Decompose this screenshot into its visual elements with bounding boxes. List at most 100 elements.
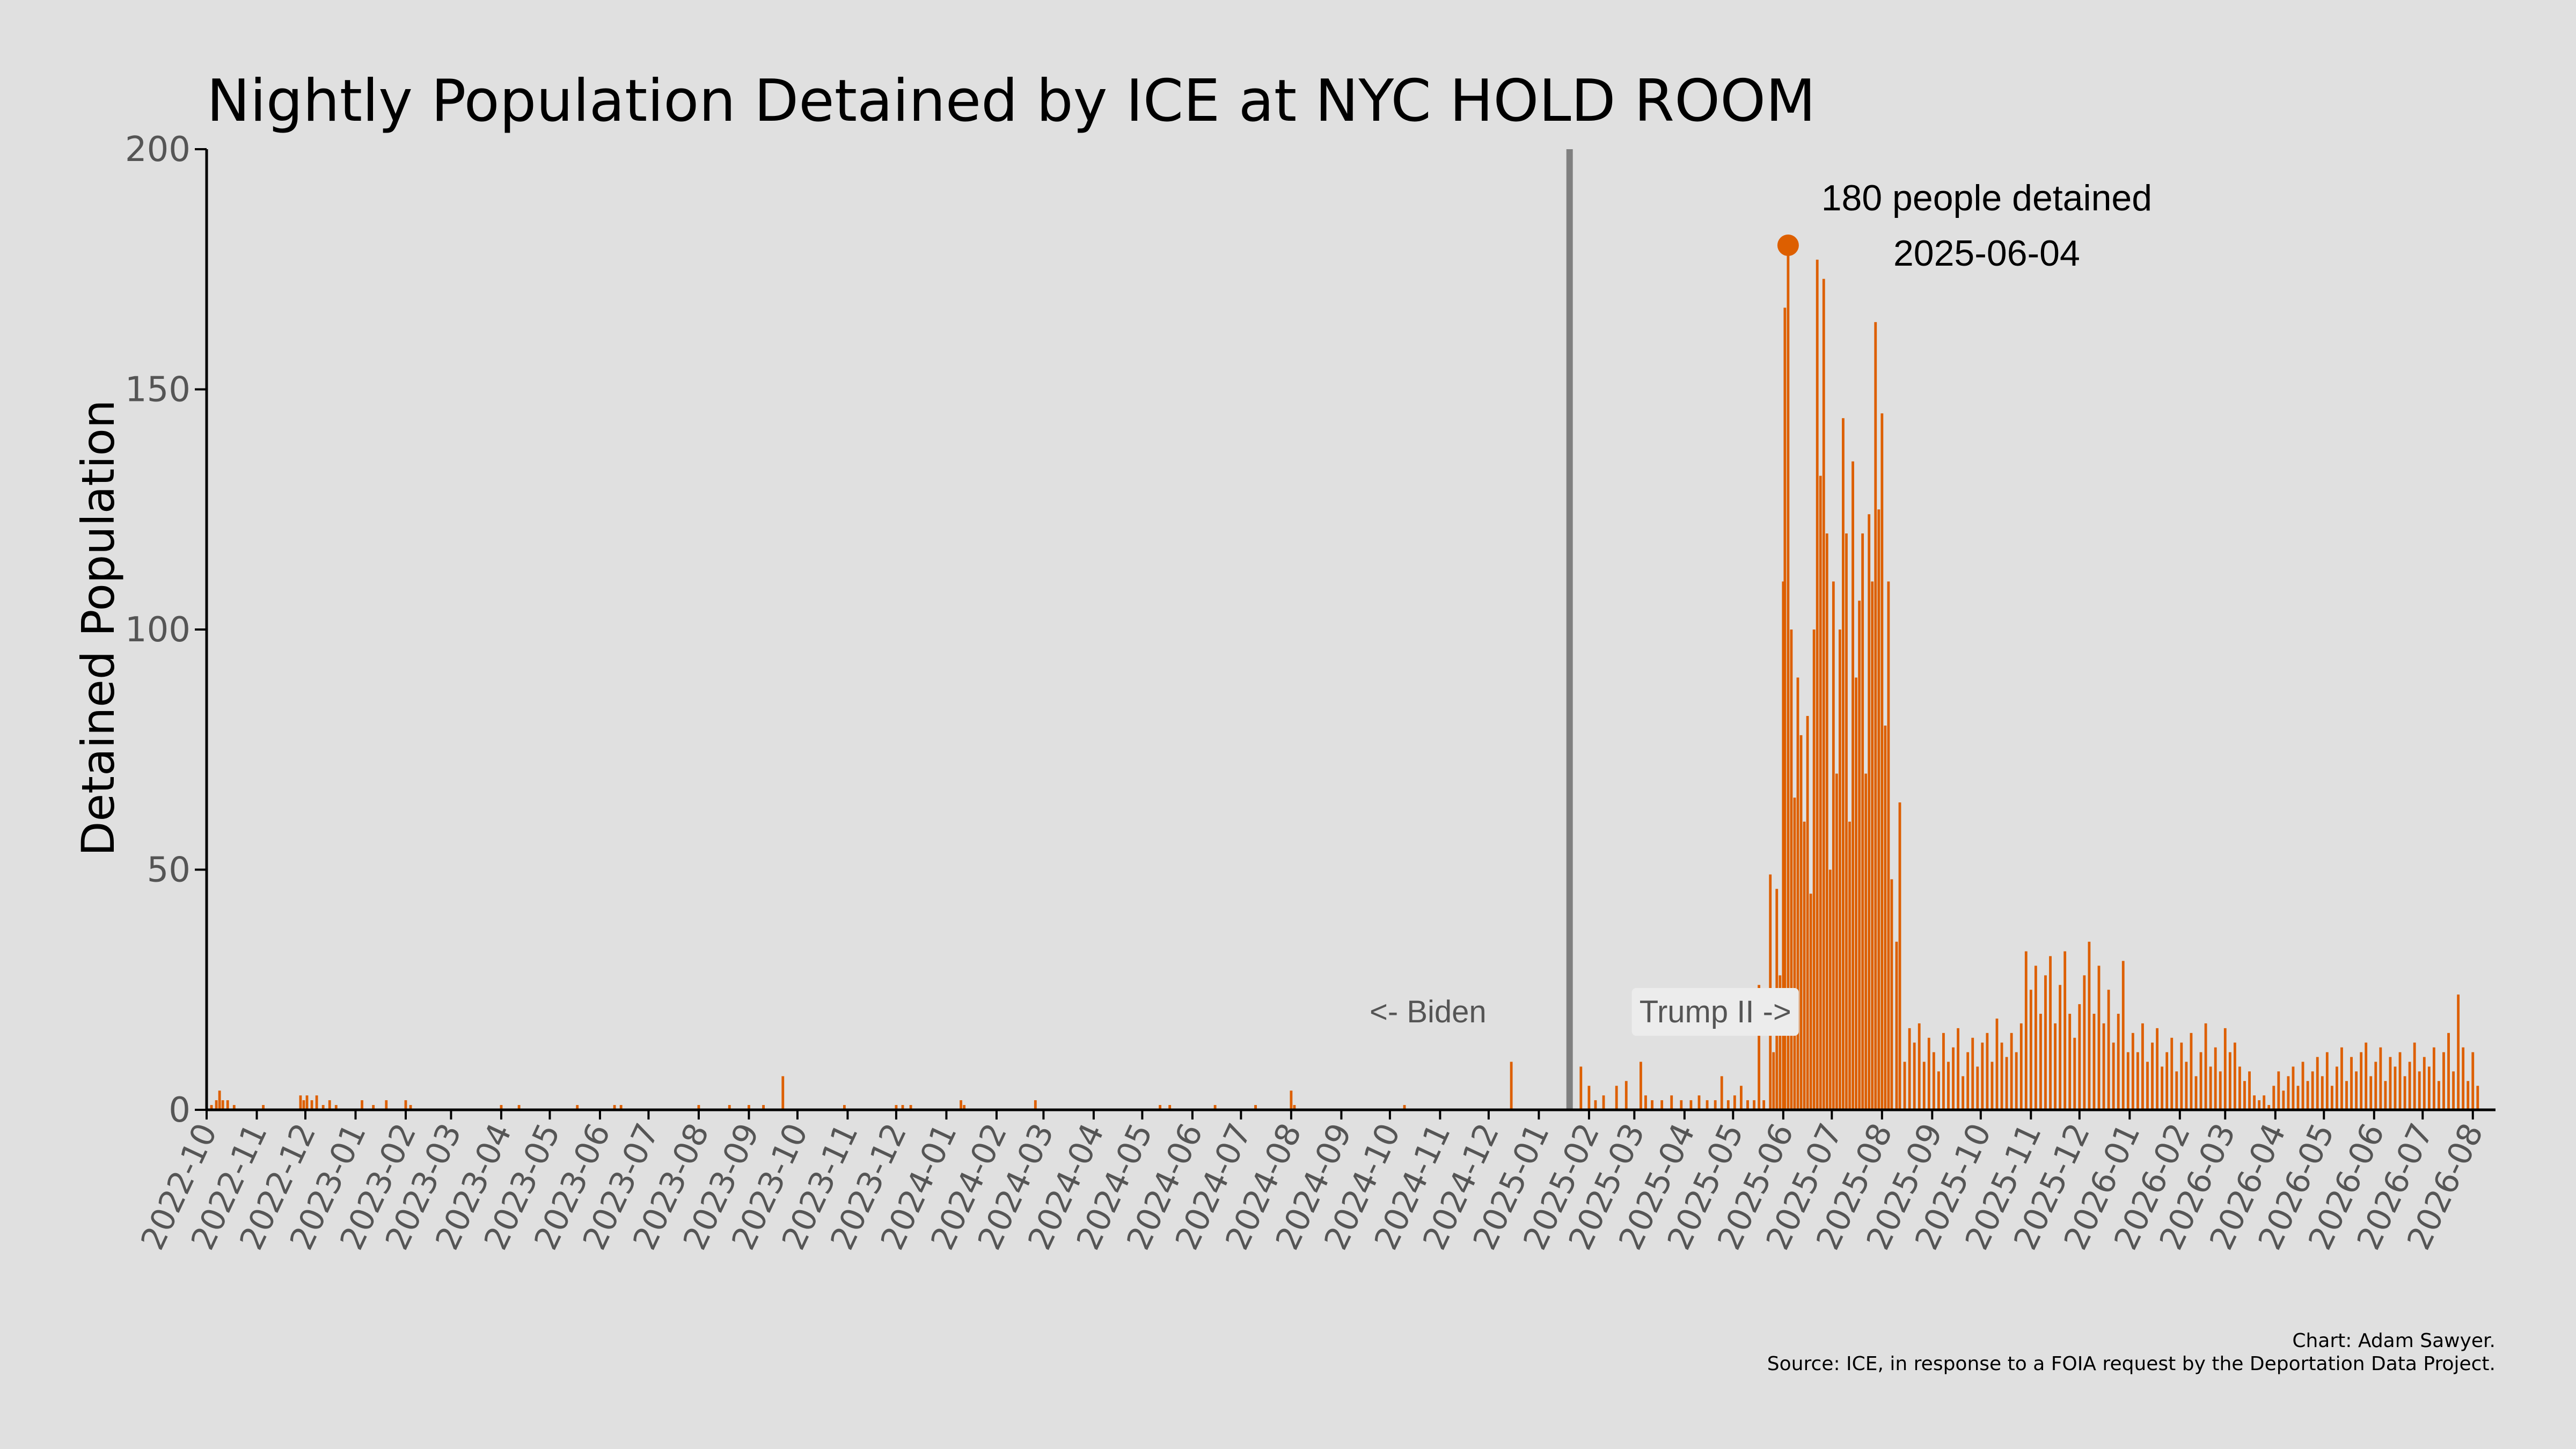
bar [1868,514,1871,1110]
bar [748,1105,750,1110]
bar [2432,1047,2435,1110]
bar [2471,1052,2475,1110]
bar [2146,1062,2149,1110]
bar [1587,1086,1591,1110]
bar [2015,1052,2018,1110]
bar [1966,1052,1970,1110]
bar [1293,1105,1296,1110]
bar [895,1105,898,1110]
bar [1168,1105,1172,1110]
bar [1746,1100,1749,1110]
bar [1809,894,1812,1110]
bar [334,1105,338,1110]
bar [2063,951,2067,1110]
chart-title: Nightly Population Detained by ICE at NY… [207,68,1816,135]
bar [1918,1023,1921,1110]
bar [963,1105,966,1110]
bar [2325,1052,2329,1110]
bar [1159,1105,1161,1110]
bar [1254,1105,1257,1110]
bar [2068,1014,2072,1110]
bar [2462,1047,2465,1110]
bar [2024,951,2028,1110]
bar [1942,1033,1945,1110]
bar [1720,1076,1723,1110]
bar [1932,1052,1935,1110]
bar [328,1100,331,1110]
bar [2365,1042,2368,1110]
y-axis-ticks: 0 50 100 150 200 [125,130,207,1130]
bar [1806,716,1809,1110]
bar [404,1100,407,1110]
bar [1714,1100,1717,1110]
bar [215,1100,218,1110]
bar [1952,1047,1955,1110]
bar [1796,677,1799,1110]
bar [2282,1091,2285,1110]
bar [210,1105,213,1110]
bar [2287,1076,2290,1110]
bar [1858,601,1861,1110]
bar [2170,1037,2174,1110]
bar [1799,735,1803,1110]
bar [2209,1066,2212,1110]
bar [1782,581,1785,1110]
bar [2034,965,2037,1110]
bar [1913,1042,1916,1110]
bar [781,1076,785,1110]
bar [2054,1023,2057,1110]
bar [2452,1071,2455,1110]
bar [1772,1052,1775,1110]
bar [2131,1033,2134,1110]
bar [2340,1047,2343,1110]
bar [1986,1033,1989,1110]
bar [305,1095,309,1110]
bar [1898,802,1901,1110]
bar [299,1095,302,1110]
bar [2165,1052,2169,1110]
bar [2398,1052,2402,1110]
bar [2243,1081,2246,1110]
bar [310,1100,313,1110]
y-tick-label: 200 [125,130,191,170]
bar [1793,797,1796,1110]
bar [1976,1066,1979,1110]
bar [2467,1081,2470,1110]
bar [2267,1105,2271,1110]
bar [1762,1100,1766,1110]
bar [226,1100,229,1110]
trump-era-label: Trump II -> [1640,994,1791,1029]
bar [2316,1057,2319,1110]
bar [1864,773,1868,1110]
bar [2190,1033,2193,1110]
bar [2092,1014,2096,1110]
bar [2044,975,2047,1110]
bar [1812,630,1816,1110]
bar [2408,1062,2411,1110]
bar [2306,1081,2309,1110]
bar [2185,1062,2188,1110]
bar [2107,990,2110,1110]
bar [728,1105,731,1110]
bar [1639,1062,1642,1110]
bar [2194,1076,2198,1110]
bar [2161,1066,2164,1110]
bar [1842,418,1845,1110]
bar [1962,1076,1965,1110]
bar [619,1105,623,1110]
bar [2029,990,2032,1110]
bar [2102,1023,2105,1110]
bar [2228,1052,2231,1110]
bar [2204,1023,2207,1110]
peak-annotation-date: 2025-06-04 [1893,233,2080,274]
bar [1937,1071,1940,1110]
bar [2141,1023,2144,1110]
bar [2418,1071,2421,1110]
bar [2233,1042,2236,1110]
bar [2121,961,2125,1110]
bar [1927,1037,1930,1110]
bar [2263,1095,2266,1110]
trump-era-label-box: Trump II -> [1631,988,1799,1036]
bar [321,1105,325,1110]
